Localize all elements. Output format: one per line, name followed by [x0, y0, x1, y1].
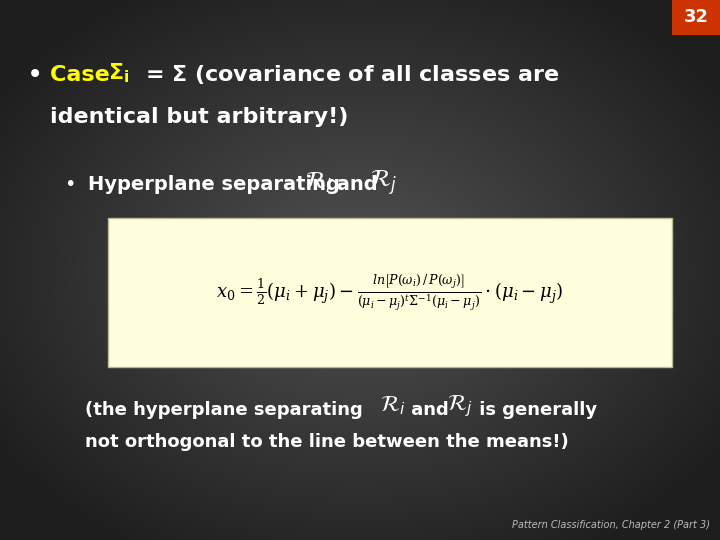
Text: (the hyperplane separating: (the hyperplane separating — [85, 401, 369, 419]
Text: Case: Case — [50, 65, 117, 85]
Text: 32: 32 — [683, 8, 708, 26]
Text: $x_0 = \frac{1}{2}(\mu_i + \mu_j) - \frac{ln\left[P(\omega_i)\,/\,P(\omega_j)\ri: $x_0 = \frac{1}{2}(\mu_i + \mu_j) - \fra… — [217, 273, 564, 313]
Text: $\mathbf{\Sigma_i}$: $\mathbf{\Sigma_i}$ — [108, 61, 130, 85]
Text: •: • — [64, 176, 76, 194]
Text: and: and — [405, 401, 455, 419]
Text: not orthogonal to the line between the means!): not orthogonal to the line between the m… — [85, 433, 569, 451]
Text: Pattern Classification, Chapter 2 (Part 3): Pattern Classification, Chapter 2 (Part … — [512, 520, 710, 530]
Text: identical but arbitrary!): identical but arbitrary!) — [50, 107, 348, 127]
FancyBboxPatch shape — [108, 218, 672, 367]
Text: Hyperplane separating: Hyperplane separating — [88, 176, 346, 194]
Text: and: and — [330, 176, 384, 194]
Text: $\mathcal{R}_i$: $\mathcal{R}_i$ — [380, 395, 405, 417]
Text: $\mathcal{R}_j$: $\mathcal{R}_j$ — [370, 167, 397, 197]
Text: is generally: is generally — [473, 401, 597, 419]
Text: = $\mathbf{\Sigma}$ (covariance of all classes are: = $\mathbf{\Sigma}$ (covariance of all c… — [145, 64, 559, 86]
Text: $\mathcal{R}_i$: $\mathcal{R}_i$ — [305, 170, 332, 194]
Text: •: • — [27, 61, 43, 89]
Text: $\mathcal{R}_j$: $\mathcal{R}_j$ — [447, 393, 472, 419]
FancyBboxPatch shape — [672, 0, 720, 35]
